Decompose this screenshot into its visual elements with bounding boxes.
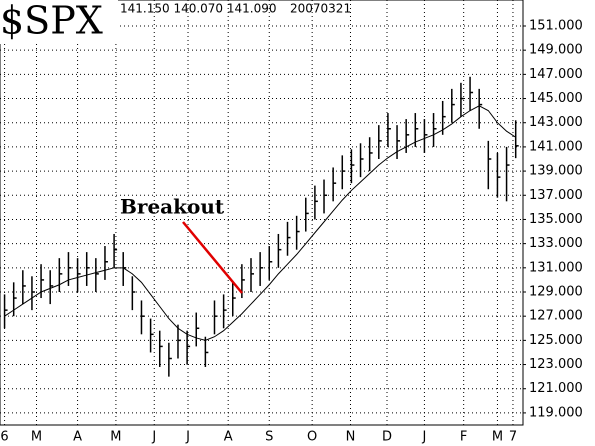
x-tick-label: J xyxy=(185,430,190,445)
x-tick-label: S xyxy=(265,430,273,445)
y-tick-label: 151.000 xyxy=(529,18,583,33)
y-tick-label: 135.000 xyxy=(529,212,583,227)
x-tick-label: 7 xyxy=(509,430,517,445)
y-tick-label: 139.000 xyxy=(529,164,583,179)
y-tick-label: 119.000 xyxy=(529,405,583,420)
chart-title: $SPX xyxy=(0,0,103,43)
date: 20070321 xyxy=(290,2,351,16)
annotation-arrow xyxy=(182,221,243,294)
grid xyxy=(0,0,523,425)
x-tick-label: M xyxy=(31,430,42,445)
y-tick-label: 133.000 xyxy=(529,236,583,251)
y-tick-label: 141.000 xyxy=(529,139,583,154)
x-tick-label: F xyxy=(460,430,467,445)
plot-frame xyxy=(0,0,524,426)
x-tick-label: M xyxy=(110,430,121,445)
y-tick-label: 143.000 xyxy=(529,115,583,130)
x-tick-label: A xyxy=(224,430,233,445)
x-tick-label: D xyxy=(382,430,392,445)
moving-average xyxy=(4,105,516,341)
y-tick-label: 129.000 xyxy=(529,284,583,299)
x-tick-label: A xyxy=(73,430,82,445)
y-tick-label: 123.000 xyxy=(529,357,583,372)
x-tick-label: M xyxy=(492,430,503,445)
subtitle: 141.150 140.070 141.090 xyxy=(120,2,277,16)
x-tick-label: J xyxy=(422,430,427,445)
y-tick-label: 121.000 xyxy=(529,381,583,396)
y-tick-label: 131.000 xyxy=(529,260,583,275)
marks xyxy=(3,76,519,377)
y-tick-label: 147.000 xyxy=(529,67,583,82)
x-tick-label: J xyxy=(151,430,156,445)
annotation: Breakout xyxy=(120,195,225,219)
y-tick-label: 149.000 xyxy=(529,43,583,58)
y-tick-label: 127.000 xyxy=(529,309,583,324)
title-backdrop xyxy=(0,0,118,44)
y-tick-label: 145.000 xyxy=(529,91,583,106)
y-tick-label: 137.000 xyxy=(529,188,583,203)
x-tick-label: O xyxy=(307,430,317,445)
y-tick-label: 125.000 xyxy=(529,333,583,348)
x-tick-label: 6 xyxy=(0,430,8,445)
x-tick-label: N xyxy=(346,430,356,445)
